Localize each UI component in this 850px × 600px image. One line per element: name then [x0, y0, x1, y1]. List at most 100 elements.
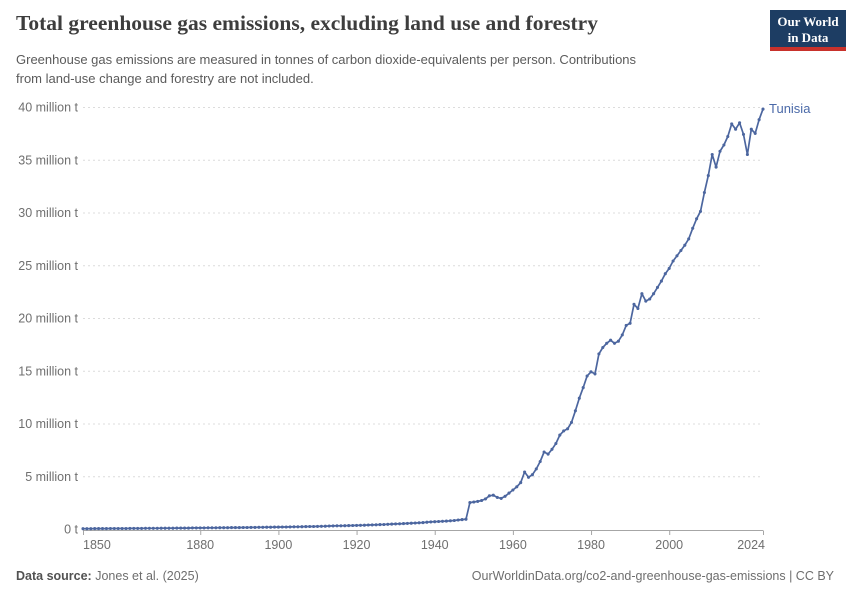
data-point-marker — [624, 323, 628, 327]
data-point-marker — [495, 495, 499, 499]
data-point-marker — [601, 345, 605, 350]
data-point-marker — [577, 396, 581, 400]
data-point-marker — [265, 525, 269, 529]
data-point-marker — [628, 321, 632, 325]
data-point-marker — [476, 499, 480, 503]
data-point-marker — [612, 341, 617, 345]
data-point-marker — [542, 450, 546, 454]
data-point-marker — [370, 523, 374, 527]
data-point-marker — [460, 518, 464, 522]
data-point-marker — [171, 526, 175, 530]
data-point-marker — [702, 190, 706, 195]
data-point-marker — [714, 165, 718, 169]
data-point-marker — [546, 452, 550, 456]
chart-subtitle-line1: Greenhouse gas emissions are measured in… — [16, 52, 637, 67]
data-point-marker — [738, 121, 742, 125]
data-point-marker — [198, 526, 202, 530]
x-tick-label: 1960 — [499, 538, 527, 552]
data-point-marker — [284, 525, 288, 529]
data-point-marker — [210, 526, 214, 530]
data-point-marker — [718, 149, 722, 153]
data-point-marker — [186, 526, 191, 530]
data-point-marker — [312, 524, 316, 529]
data-point-marker — [550, 447, 554, 451]
y-tick-label: 20 million t — [18, 312, 78, 326]
data-point-marker — [374, 523, 378, 527]
data-point-marker — [190, 526, 194, 530]
data-point-marker — [433, 520, 437, 524]
data-point-marker — [394, 522, 398, 526]
data-point-marker — [398, 522, 402, 526]
data-point-marker — [245, 525, 249, 530]
data-point-marker — [405, 521, 409, 525]
data-point-marker — [206, 526, 210, 530]
data-source-label: Data source: — [16, 569, 92, 583]
data-source-value: Jones et al. (2025) — [95, 569, 199, 583]
data-point-marker — [93, 527, 97, 531]
chart-subtitle: Greenhouse gas emissions are measured in… — [16, 50, 756, 88]
data-point-marker — [503, 494, 507, 498]
x-tick-label: 1880 — [186, 538, 214, 552]
data-point-marker — [671, 259, 675, 263]
data-point-marker — [757, 118, 761, 122]
data-point-marker — [429, 520, 433, 524]
data-point-marker — [695, 217, 699, 221]
owid-logo-line1: Our World — [777, 14, 839, 29]
x-tick-label: 1850 — [83, 538, 111, 552]
data-point-marker — [683, 243, 687, 247]
data-point-marker — [226, 526, 230, 530]
data-point-marker — [487, 494, 491, 498]
data-point-marker — [409, 521, 413, 525]
data-point-marker — [253, 525, 257, 529]
y-tick-label: 25 million t — [18, 259, 78, 273]
data-point-marker — [440, 519, 445, 523]
data-point-marker — [468, 501, 472, 505]
data-point-marker — [257, 525, 261, 529]
data-point-marker — [378, 523, 382, 527]
y-tick-label: 5 million t — [25, 470, 78, 484]
data-point-marker — [97, 527, 101, 531]
data-point-marker — [233, 526, 237, 530]
data-point-marker — [229, 526, 234, 530]
data-point-marker — [499, 496, 503, 500]
data-point-marker — [335, 524, 339, 528]
data-point-marker — [155, 526, 159, 530]
data-point-marker — [597, 352, 601, 356]
data-point-marker — [472, 500, 476, 504]
data-point-marker — [511, 488, 515, 492]
data-point-marker — [159, 526, 163, 530]
data-point-marker — [241, 525, 245, 530]
x-tick-label: 1980 — [577, 538, 605, 552]
data-point-marker — [124, 526, 128, 531]
data-point-marker — [554, 441, 558, 446]
data-point-marker — [636, 306, 640, 311]
attribution: OurWorldinData.org/co2-and-greenhouse-ga… — [471, 569, 834, 583]
data-point-marker — [726, 134, 730, 139]
data-point-marker — [222, 526, 226, 530]
data-point-marker — [327, 524, 331, 528]
data-point-marker — [390, 522, 394, 526]
data-point-marker — [538, 459, 542, 464]
data-point-marker — [308, 524, 312, 529]
data-point-marker — [421, 521, 425, 525]
data-point-marker — [269, 525, 273, 529]
data-point-marker — [218, 526, 222, 530]
data-point-marker — [179, 526, 183, 530]
data-point-marker — [108, 526, 112, 531]
data-point-marker — [523, 470, 527, 474]
data-point-marker — [331, 524, 335, 528]
data-point-marker — [730, 122, 734, 126]
data-point-marker — [585, 374, 589, 378]
y-tick-label: 10 million t — [18, 417, 78, 431]
data-point-marker — [530, 473, 534, 477]
data-point-marker — [339, 524, 343, 528]
data-point-marker — [437, 519, 441, 524]
data-point-marker — [648, 297, 652, 301]
data-point-marker — [741, 132, 746, 136]
data-point-marker — [652, 292, 656, 296]
data-point-marker — [81, 527, 85, 531]
data-point-marker — [526, 475, 531, 479]
data-point-marker — [456, 518, 460, 522]
data-point-marker — [355, 523, 359, 527]
data-point-marker — [444, 519, 448, 523]
